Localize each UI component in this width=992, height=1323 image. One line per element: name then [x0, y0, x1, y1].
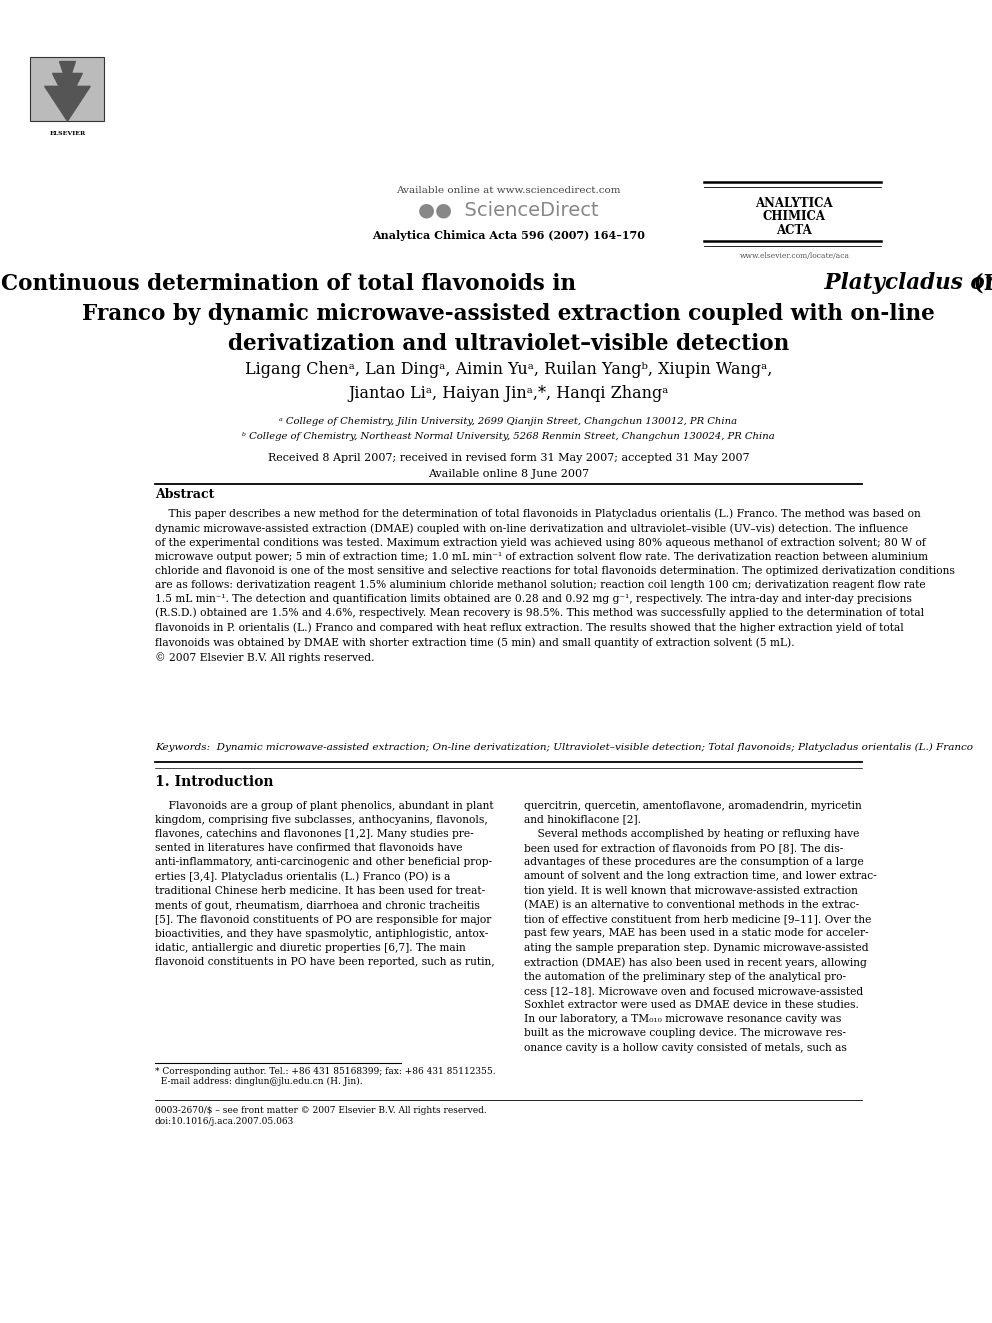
Text: ELSEVIER: ELSEVIER: [50, 131, 85, 136]
Bar: [30, 57, 104, 120]
Text: ANALYTICA: ANALYTICA: [756, 197, 833, 210]
Text: E-mail address: dinglun@jlu.edu.cn (H. Jin).: E-mail address: dinglun@jlu.edu.cn (H. J…: [155, 1077, 362, 1086]
Text: Abstract: Abstract: [155, 488, 214, 501]
Text: Available online at www.sciencedirect.com: Available online at www.sciencedirect.co…: [396, 185, 621, 194]
Text: Flavonoids are a group of plant phenolics, abundant in plant
kingdom, comprising: Flavonoids are a group of plant phenolic…: [155, 800, 494, 967]
Text: www.elsevier.com/locate/aca: www.elsevier.com/locate/aca: [739, 251, 849, 259]
Text: ●●  ScienceDirect: ●● ScienceDirect: [418, 200, 599, 220]
Text: Available online 8 June 2007: Available online 8 June 2007: [428, 468, 589, 479]
Text: 1. Introduction: 1. Introduction: [155, 775, 273, 790]
Polygon shape: [53, 73, 82, 103]
Polygon shape: [60, 62, 75, 86]
Text: Keywords:  Dynamic microwave-assisted extraction; On-line derivatization; Ultrav: Keywords: Dynamic microwave-assisted ext…: [155, 744, 973, 753]
Text: * Corresponding author. Tel.: +86 431 85168399; fax: +86 431 85112355.: * Corresponding author. Tel.: +86 431 85…: [155, 1068, 495, 1076]
Text: Ligang Chenᵃ, Lan Dingᵃ, Aimin Yuᵃ, Ruilan Yangᵇ, Xiupin Wangᵃ,: Ligang Chenᵃ, Lan Dingᵃ, Aimin Yuᵃ, Ruil…: [245, 361, 772, 378]
Text: Analytica Chimica Acta 596 (2007) 164–170: Analytica Chimica Acta 596 (2007) 164–17…: [372, 230, 645, 241]
Text: Jiantao Liᵃ, Haiyan Jinᵃ,*, Hanqi Zhangᵃ: Jiantao Liᵃ, Haiyan Jinᵃ,*, Hanqi Zhangᵃ: [348, 385, 669, 402]
Text: Franco by dynamic microwave-assisted extraction coupled with on-line: Franco by dynamic microwave-assisted ext…: [82, 303, 934, 324]
Text: doi:10.1016/j.aca.2007.05.063: doi:10.1016/j.aca.2007.05.063: [155, 1117, 294, 1126]
Text: derivatization and ultraviolet–visible detection: derivatization and ultraviolet–visible d…: [228, 333, 789, 355]
Polygon shape: [45, 86, 90, 120]
Text: Continuous determination of total flavonoids in                                 : Continuous determination of total flavon…: [1, 273, 992, 294]
Text: This paper describes a new method for the determination of total flavonoids in P: This paper describes a new method for th…: [155, 508, 954, 663]
Text: ᵇ College of Chemistry, Northeast Normal University, 5268 Renmin Street, Changch: ᵇ College of Chemistry, Northeast Normal…: [242, 433, 775, 442]
Text: CHIMICA: CHIMICA: [763, 210, 826, 224]
Text: quercitrin, quercetin, amentoflavone, aromadendrin, myricetin
and hinokiflacone : quercitrin, quercetin, amentoflavone, ar…: [524, 800, 877, 1053]
Text: 0003-2670/$ – see front matter © 2007 Elsevier B.V. All rights reserved.: 0003-2670/$ – see front matter © 2007 El…: [155, 1106, 486, 1115]
Text: Platycladus orientalis: Platycladus orientalis: [0, 273, 992, 294]
Text: ᵃ College of Chemistry, Jilin University, 2699 Qianjin Street, Changchun 130012,: ᵃ College of Chemistry, Jilin University…: [280, 417, 737, 426]
Text: Received 8 April 2007; received in revised form 31 May 2007; accepted 31 May 200: Received 8 April 2007; received in revis…: [268, 454, 749, 463]
Text: ACTA: ACTA: [777, 224, 812, 237]
